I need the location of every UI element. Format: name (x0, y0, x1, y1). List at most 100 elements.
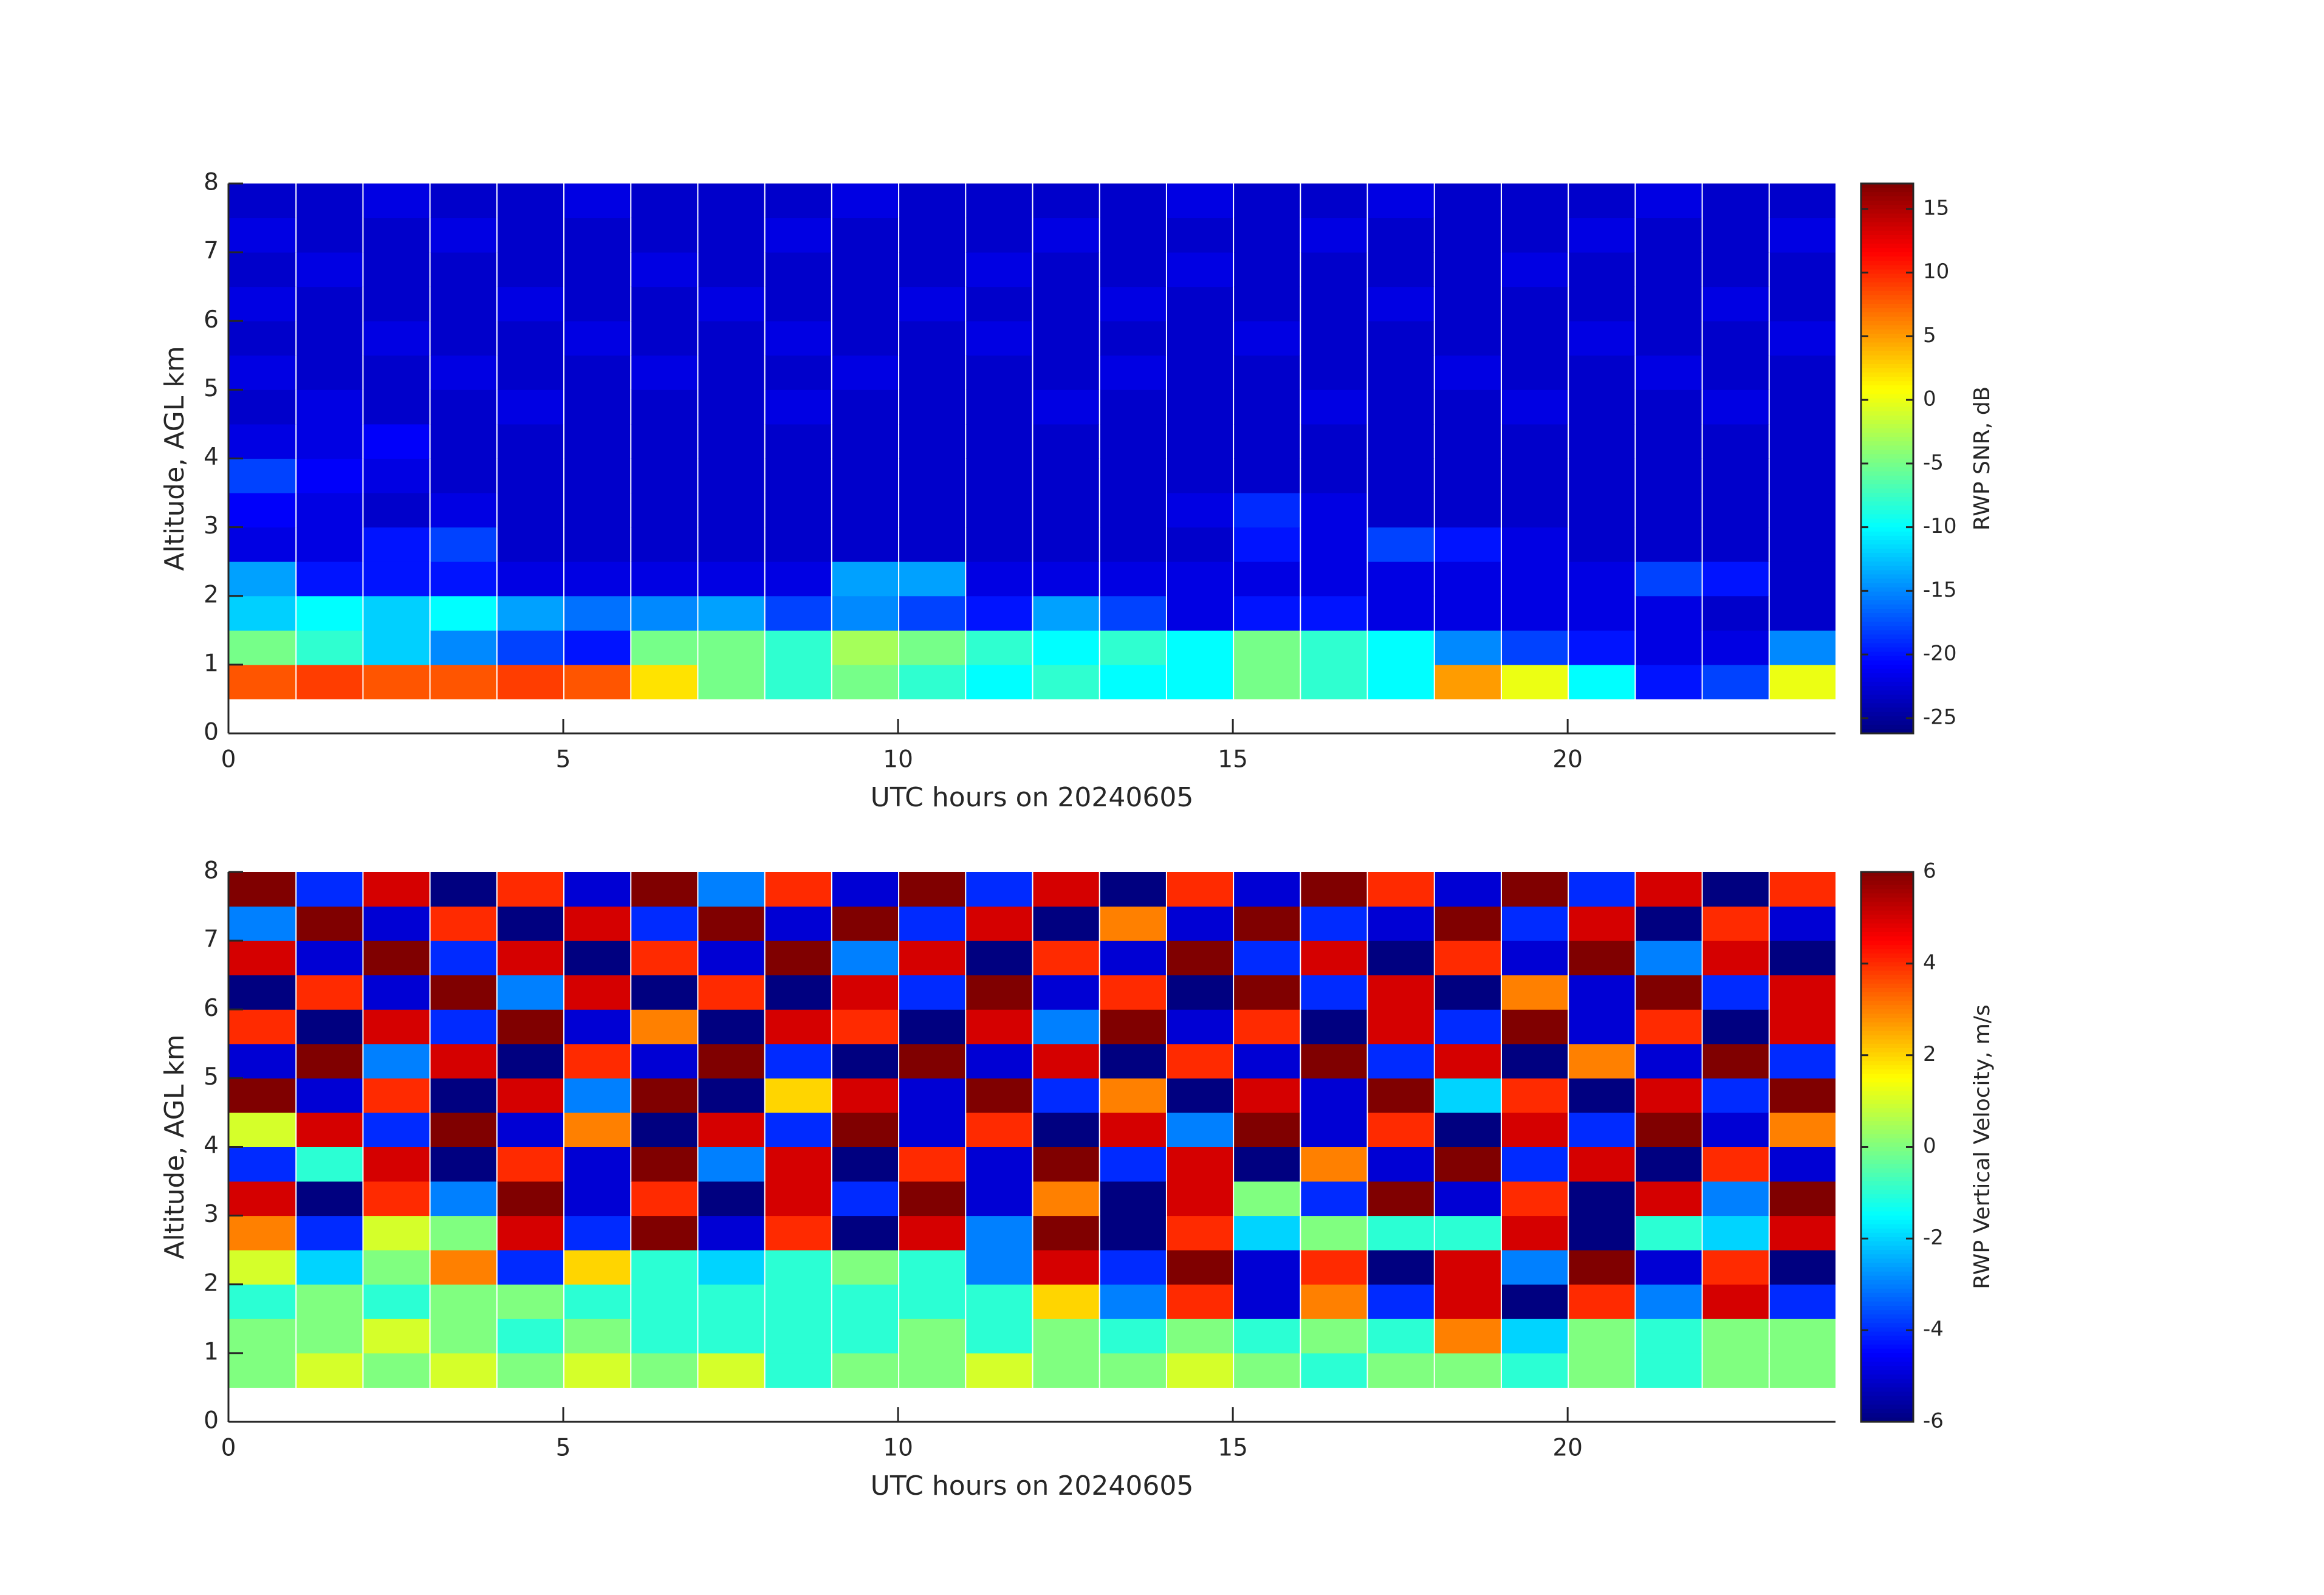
heatmap-cell (966, 1112, 1032, 1147)
colorbar-segment (1861, 454, 1913, 459)
heatmap-cell (1636, 664, 1702, 699)
y-axis-label: Altitude, AGL km (159, 346, 190, 571)
heatmap-cell (1569, 1078, 1635, 1113)
heatmap-cell (765, 1009, 831, 1044)
heatmap-cell (832, 321, 899, 356)
colorbar-segment (1861, 1314, 1913, 1320)
heatmap-cell (899, 1043, 965, 1079)
heatmap-cell (1234, 458, 1300, 493)
heatmap-cell (363, 321, 430, 356)
colorbar-segment (1861, 419, 1913, 425)
heatmap-cell (497, 355, 564, 390)
heatmap-cell (832, 664, 899, 699)
colorbar-segment (1861, 1280, 1913, 1285)
colorbar-segment (1861, 1310, 1913, 1315)
heatmap-cell (832, 1078, 899, 1113)
heatmap-cell (430, 493, 496, 528)
colorbar-segment (1861, 368, 1913, 374)
heatmap-cell (1702, 1284, 1769, 1319)
heatmap-cell (1702, 561, 1769, 597)
colorbar-segment (1861, 1202, 1913, 1208)
heatmap-cell (1234, 527, 1300, 562)
heatmap-cell (1636, 184, 1702, 219)
heatmap-cell (1435, 941, 1501, 976)
colorbar-segment (1861, 897, 1913, 903)
heatmap-cell (1435, 424, 1501, 459)
colorbar-segment (1861, 604, 1913, 609)
heatmap-cell (1100, 321, 1166, 356)
heatmap-cell (1435, 1112, 1501, 1147)
colorbar-segment (1861, 1159, 1913, 1165)
heatmap (228, 184, 1836, 699)
colorbar-segment (1861, 1250, 1913, 1255)
heatmap-cell (765, 1078, 831, 1113)
colorbar-segment (1861, 295, 1913, 300)
heatmap-cell (899, 1009, 965, 1044)
heatmap-cell (1368, 424, 1434, 459)
colorbar-segment (1861, 608, 1913, 614)
colorbar-tick-label: -5 (1923, 450, 1944, 475)
colorbar-segment (1861, 677, 1913, 683)
heatmap-cell (1368, 286, 1434, 321)
heatmap-cell (296, 389, 363, 425)
heatmap-cell (497, 1078, 564, 1113)
heatmap-cell (430, 664, 496, 699)
heatmap-cell (296, 458, 363, 493)
heatmap-cell (1569, 252, 1635, 287)
colorbar-segment (1861, 996, 1913, 1002)
colorbar-segment (1861, 1103, 1913, 1109)
x-tick-label: 15 (1218, 746, 1248, 773)
heatmap-cell (228, 1353, 296, 1388)
heatmap-cell (1368, 975, 1434, 1010)
heatmap-cell (631, 184, 698, 219)
heatmap-cell (1234, 252, 1300, 287)
heatmap-cell (1100, 1078, 1166, 1113)
heatmap-cell (1368, 184, 1434, 219)
colorbar-segment (1861, 1142, 1913, 1148)
x-tick-label: 0 (221, 1435, 236, 1462)
heatmap-cell (1368, 1215, 1434, 1250)
heatmap-cell (1100, 1112, 1166, 1147)
heatmap-cell (1301, 389, 1367, 425)
colorbar-segment (1861, 664, 1913, 670)
heatmap-cell (1636, 1043, 1702, 1079)
heatmap-cell (1769, 595, 1836, 631)
colorbar-segment (1861, 622, 1913, 627)
colorbar-segment (1861, 1095, 1913, 1100)
heatmap-cell (1769, 1181, 1836, 1216)
colorbar-segment (1861, 1082, 1913, 1088)
heatmap-cell (1167, 1353, 1233, 1388)
heatmap-cell (1033, 906, 1099, 941)
colorbar-segment (1861, 1151, 1913, 1156)
heatmap-cell (1301, 906, 1367, 941)
heatmap-cell (1636, 1353, 1702, 1388)
colorbar-segment (1861, 570, 1913, 575)
heatmap-cell (1234, 1319, 1300, 1354)
heatmap-cell (296, 527, 363, 562)
heatmap-cell (1301, 286, 1367, 321)
colorbar-segment (1861, 1176, 1913, 1182)
heatmap-cell (832, 355, 899, 390)
heatmap-cell (296, 1319, 363, 1354)
heatmap-cell (1033, 975, 1099, 1010)
y-tick-label: 0 (204, 1407, 219, 1435)
heatmap-cell (1100, 218, 1166, 253)
colorbar-segment (1861, 613, 1913, 619)
colorbar-segment (1861, 226, 1913, 232)
colorbar-segment (1861, 458, 1913, 464)
colorbar-segment (1861, 872, 1913, 877)
heatmap-cell (1033, 1009, 1099, 1044)
heatmap-cell (1033, 1250, 1099, 1285)
heatmap-cell (1769, 1284, 1836, 1319)
colorbar-segment (1861, 729, 1913, 734)
heatmap-cell (1100, 1043, 1166, 1079)
colorbar-segment (1861, 355, 1913, 360)
heatmap-cell (497, 1319, 564, 1354)
heatmap-cell (1569, 1043, 1635, 1079)
colorbar-segment (1861, 342, 1913, 348)
heatmap-cell (1501, 1215, 1568, 1250)
colorbar-segment (1861, 1400, 1913, 1405)
heatmap-cell (1702, 1009, 1769, 1044)
heatmap-cell (1435, 527, 1501, 562)
x-axis-label: UTC hours on 20240605 (871, 782, 1194, 813)
